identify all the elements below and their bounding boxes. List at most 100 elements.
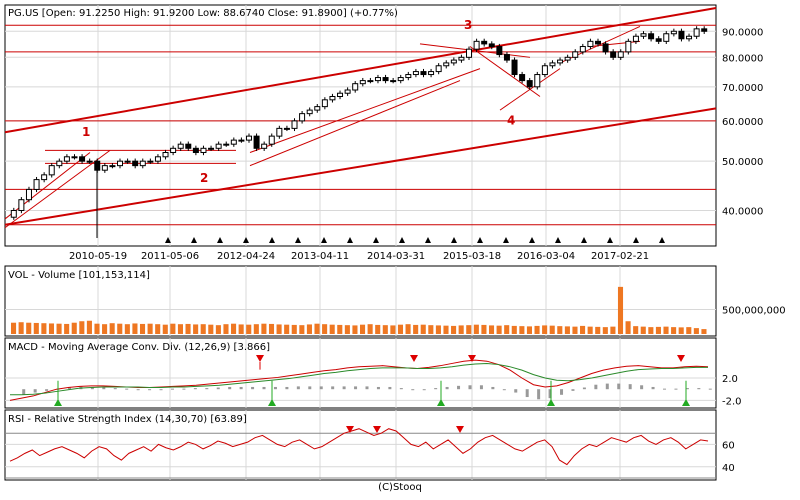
candle-body [253,135,260,149]
candle-body [170,147,177,154]
event-marker [269,237,275,243]
candle-body [18,199,25,211]
channel-line [469,46,541,97]
volume-bar [238,324,244,334]
macd-histogram-bar [136,389,140,391]
macd-histogram-bar [193,388,197,390]
macd-histogram-bar [273,386,277,390]
volume-bar [572,326,578,334]
channel-line [249,68,481,153]
volume-bar [56,323,62,334]
macd-histogram-bar [148,389,152,391]
candle-body [283,127,290,130]
candle-body [177,143,184,149]
macd-histogram-bar [571,389,575,391]
event-marker [529,237,535,243]
candle-body [337,92,344,98]
candle-body [526,80,533,88]
candle-body [693,28,700,37]
rsi-ytick: 60 [722,440,735,451]
volume-bar [640,326,646,334]
candle-body [208,147,215,150]
wave-annotation: 2 [200,171,208,185]
event-marker [217,237,223,243]
candle-body [215,143,222,149]
volume-bar [625,321,631,334]
volume-bar [231,323,237,334]
candle-body [397,77,404,82]
candle-body [314,106,321,111]
event-marker [347,237,353,243]
volume-bar [557,326,563,334]
rsi-title: RSI - Relative Strength Index (14,30,70)… [8,414,247,425]
macd-histogram-bar [685,388,689,390]
upper-channel-line [4,7,717,134]
macd-histogram-bar [479,385,483,390]
event-marker [191,237,197,243]
volume-bar [655,326,661,334]
rsi-overbought-marker [456,426,464,433]
volume-title: VOL - Volume [101,153,114] [8,270,150,281]
candle-body [663,33,670,42]
event-marker [165,237,171,243]
event-marker [425,237,431,243]
macd-histogram-bar [651,386,655,390]
volume-bar [177,324,183,334]
volume-bar [284,324,290,334]
candle-body [124,160,131,163]
volume-bar [382,325,388,334]
volume-bar [466,325,472,334]
macd-histogram-bar [582,387,586,390]
price-xtick: 2016-03-04 [517,251,575,262]
macd-histogram-bar [663,388,667,390]
candle-body [610,51,617,58]
volume-bar [109,323,115,334]
candle-body [192,147,199,154]
candle-body [79,156,86,162]
buy-signal-marker [268,399,276,406]
volume-bars [11,286,707,334]
wave-annotation: 3 [464,18,472,32]
rsi-overbought-marker [346,426,354,433]
event-marker [633,237,639,243]
candle-body [268,135,275,145]
volume-bar [299,325,305,334]
event-marker [555,237,561,243]
candle-body [466,48,473,58]
macd-histogram-bar [560,389,564,395]
candle-body [602,43,609,53]
macd-ytick: -2.0 [722,396,742,407]
candle-body [458,56,465,61]
candle-body [534,74,541,88]
volume-bar [595,326,601,334]
volume-bar [587,326,593,334]
volume-bar [253,324,259,334]
price-ytick: 60.0000 [722,117,763,128]
candle-body [56,160,63,167]
macd-histogram-bar [376,386,380,390]
candle-body [496,46,503,56]
event-marker [399,237,405,243]
price-ytick: 90.0000 [722,27,763,38]
rsi-series-line [9,428,709,466]
volume-bar [678,327,684,334]
volume-bar [86,320,92,334]
candle-body [109,165,116,168]
volume-bar [71,322,77,334]
macd-histogram-bar [674,388,678,390]
candle-body [132,160,139,167]
macd-histogram-bar [239,386,243,390]
candle-body [382,77,389,82]
footer-credit: (C)Stooq [378,482,422,493]
volume-bar [170,323,176,334]
candle-body [670,30,677,35]
candle-body [435,65,442,73]
volume-bar [223,324,229,334]
macd-histogram-bar [457,385,461,390]
candle-body [230,139,237,145]
volume-bar [542,325,548,334]
macd-series-line [10,362,708,396]
volume-bar [139,323,146,334]
candle-body [101,165,108,171]
macd-histogram-bar [67,386,71,390]
